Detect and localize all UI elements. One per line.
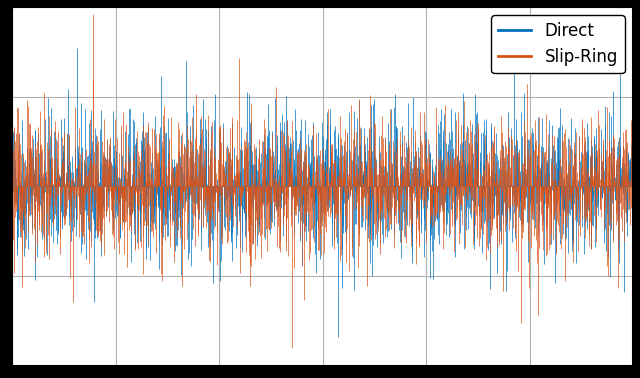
Legend: Direct, Slip-Ring: Direct, Slip-Ring	[492, 15, 625, 73]
